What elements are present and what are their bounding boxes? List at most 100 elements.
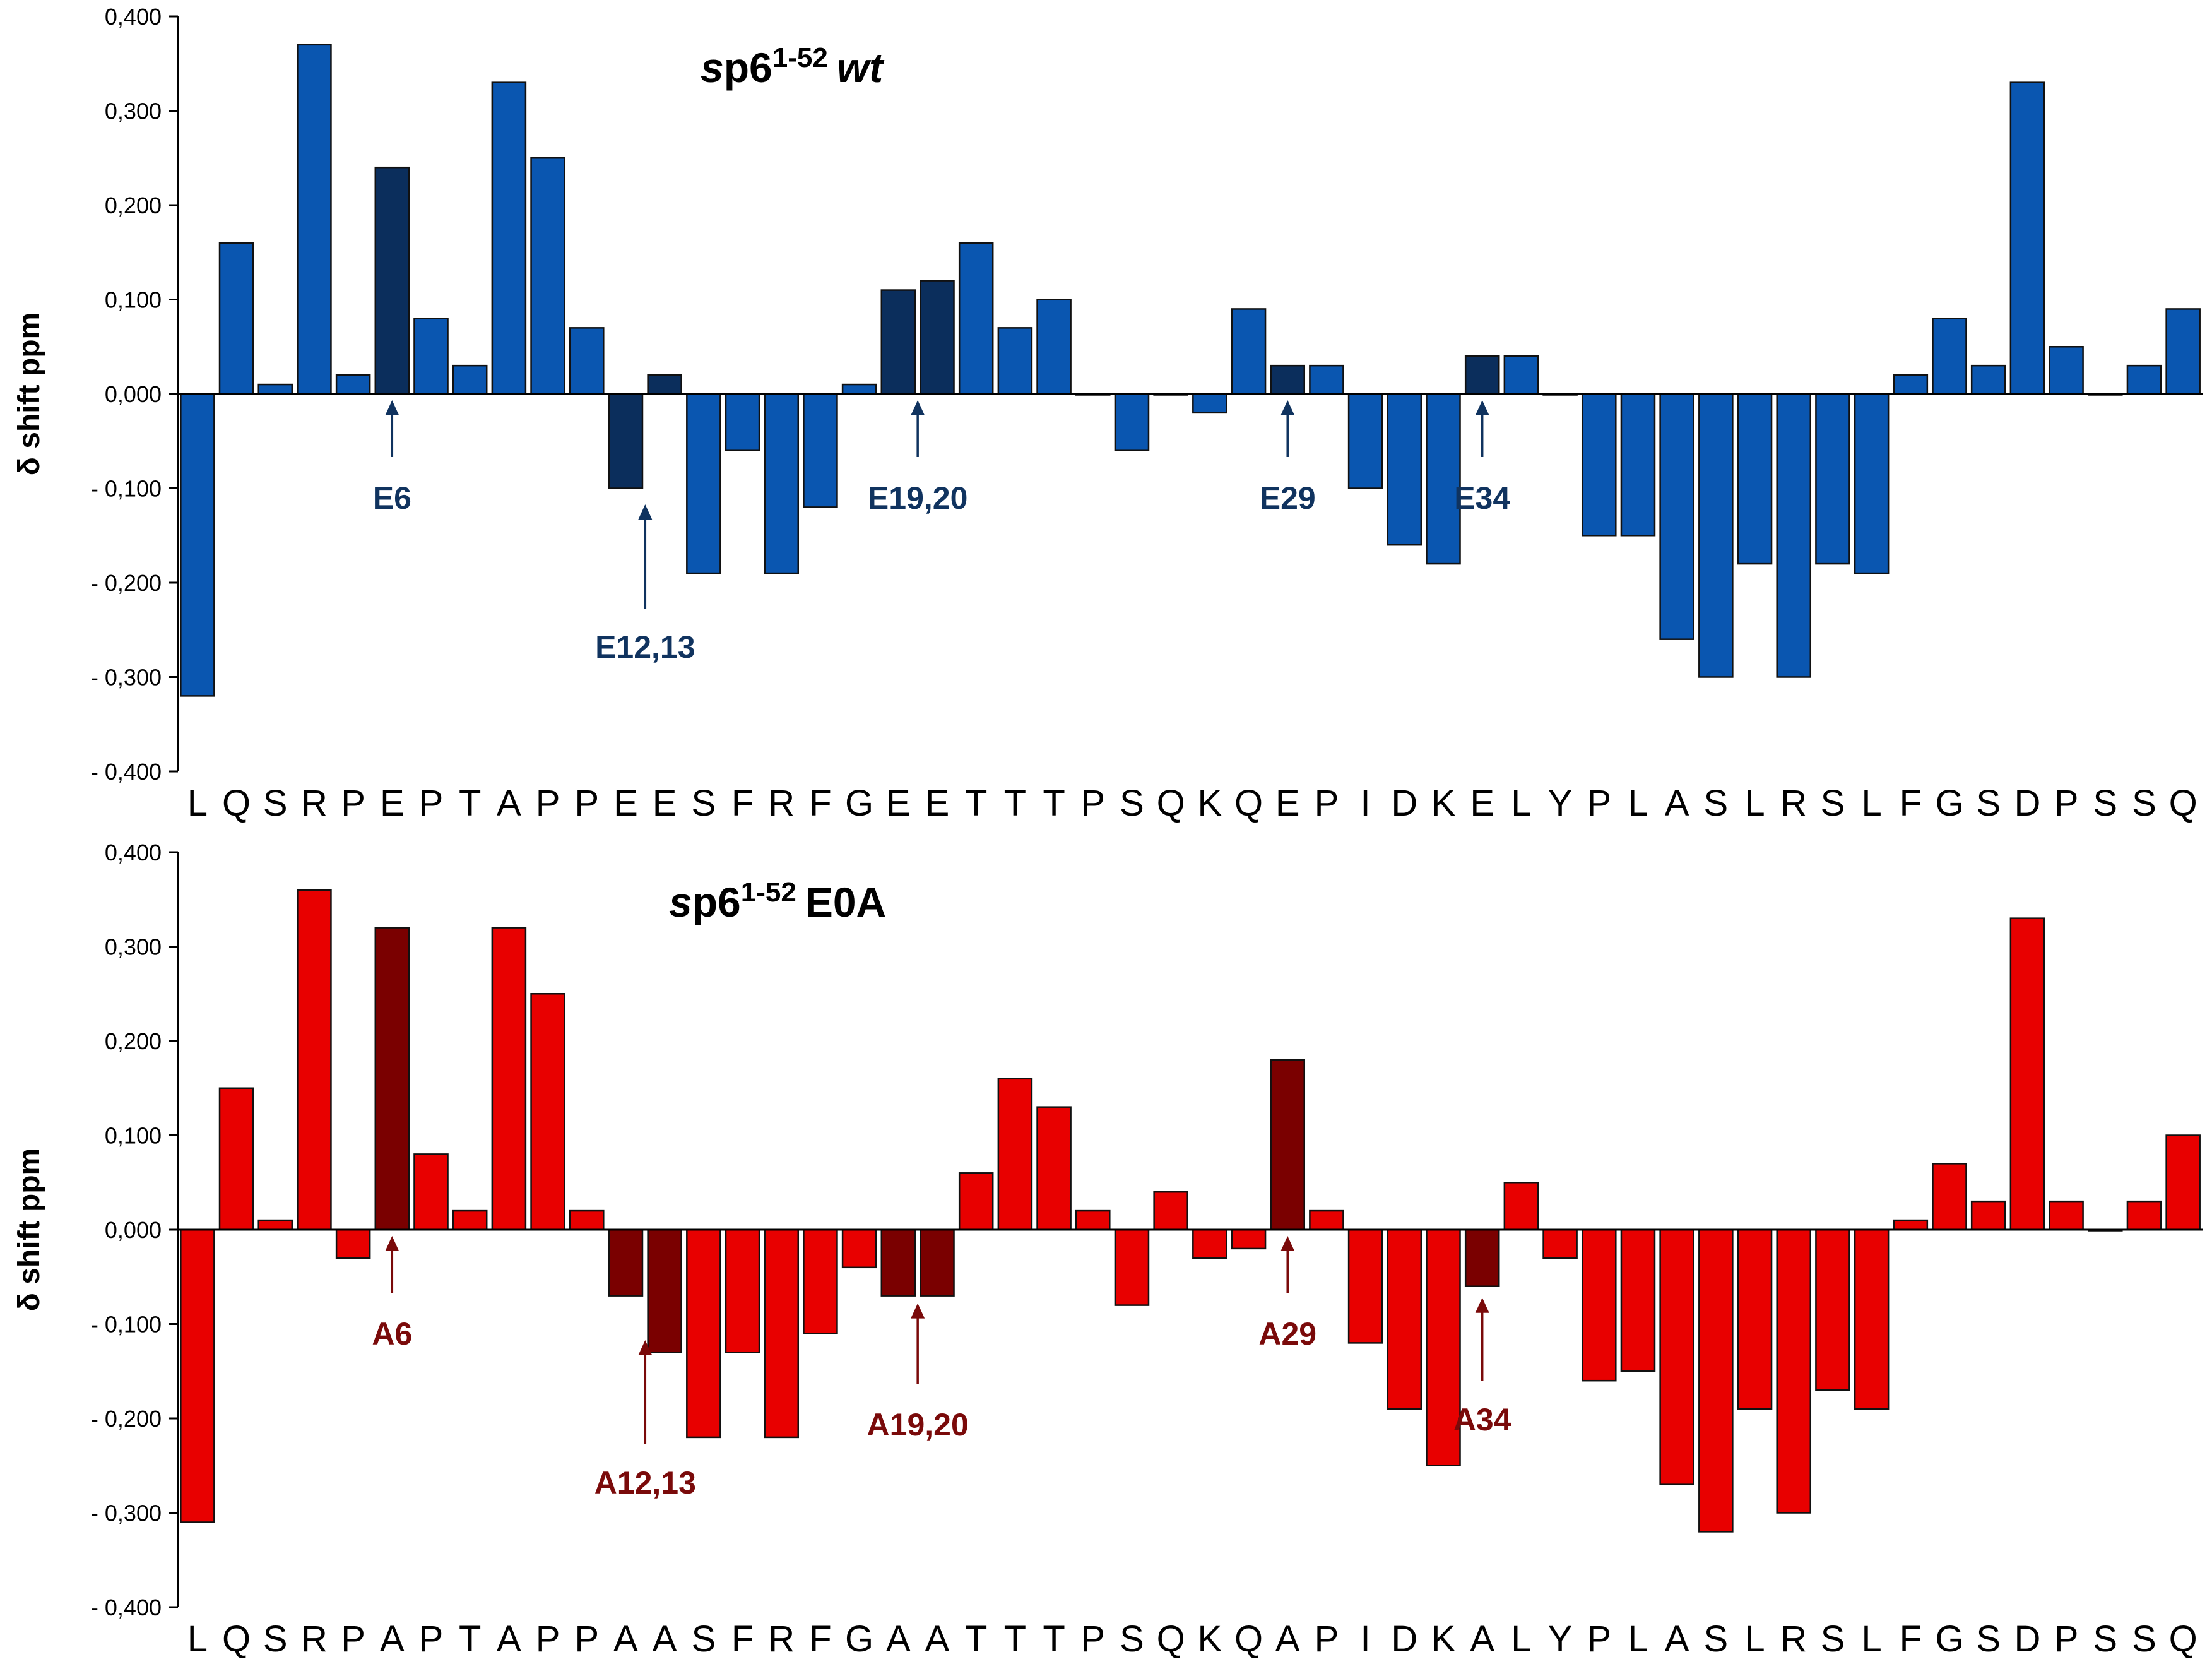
bar [1075,1209,1111,1231]
bar [997,1078,1033,1231]
residue-label: S [2093,1619,2117,1660]
bar [1192,1228,1227,1259]
annotation-arrowhead [1475,1297,1489,1313]
residue-label: P [1587,783,1611,824]
residue-label: R [1780,783,1807,824]
bar [647,374,682,395]
residue-label: E [1470,783,1494,824]
residue-label: A [1665,1619,1689,1660]
residue-label: K [1431,1619,1456,1660]
residue-label: P [1315,783,1339,824]
bar [686,393,721,574]
residue-label: S [692,783,716,824]
residue-label: P [341,1619,365,1660]
bar [1776,393,1812,678]
chart-title: sp61-52 wt [701,42,885,91]
bar [2165,308,2201,395]
residue-label: S [263,1619,288,1660]
residue-label: E [380,783,405,824]
bar [530,993,565,1231]
bar [491,927,527,1231]
residue-label: P [341,783,365,824]
y-tick-label: 0,300 [105,98,162,124]
bar [1620,1228,1656,1372]
bar [1114,393,1150,451]
bar [920,280,955,395]
bar [958,1172,994,1231]
residue-label: S [2132,783,2156,824]
residue-label: L [1744,1619,1765,1660]
residue-label: E [653,783,677,824]
residue-label: L [1511,1619,1531,1660]
residue-label: Q [2169,783,2197,824]
bar [1347,393,1383,489]
bar [1426,393,1461,565]
residue-label: P [536,783,560,824]
residue-label: L [1861,783,1881,824]
annotation-arrowhead [638,504,653,520]
annotation-arrowhead [911,1303,925,1319]
residue-label: T [1043,783,1065,824]
title-prefix: s [701,44,724,91]
bar [180,1228,215,1523]
y-tick-label: - 0,100 [91,476,162,502]
residue-label: Q [2169,1619,2197,1660]
y-tick-label: 0,100 [105,287,162,313]
residue-label: P [419,1619,444,1660]
residue-label: S [263,783,288,824]
bar [1698,1228,1734,1533]
bar [1776,1228,1812,1514]
bar [2165,1134,2201,1231]
residue-label: I [1361,1619,1371,1660]
y-tick-label: - 0,300 [91,1501,162,1526]
residue-label: L [1511,783,1531,824]
residue-label: R [301,783,328,824]
residue-label: F [731,783,754,824]
residue-label: G [845,1619,873,1660]
bar [725,1228,760,1353]
chart-title: sp61-52 E0A [669,877,886,925]
bar [2049,1200,2084,1231]
annotation-label: E12,13 [595,629,695,665]
annotation-label: A29 [1258,1316,1316,1352]
bar [2009,917,2045,1231]
residue-label: E [613,783,638,824]
residue-label: D [1391,1619,1417,1660]
bar [413,318,449,395]
bar [1464,1228,1500,1287]
residue-label: T [1043,1619,1065,1660]
bar [297,889,332,1231]
residue-label: Y [1548,1619,1573,1660]
annotation-arrowhead [1280,400,1295,415]
panel-wt: sp61-52 wt δ shift ppm 0,400 0,300 0,200 0,100… [13,4,2203,824]
bar [374,166,410,395]
annotation-label: E34 [1454,480,1510,516]
residue-label: F [809,1619,831,1660]
residue-label: A [1470,1619,1494,1660]
y-tick-label: - 0,100 [91,1312,162,1338]
residue-label: E [1275,783,1300,824]
bar [1737,393,1773,565]
bar [2049,346,2084,395]
bar [803,393,838,508]
bar [452,1209,488,1231]
bar [1036,299,1072,395]
y-axis-label: δ shift ppm [13,1148,46,1311]
bar [1581,393,1617,537]
y-tick-label: - 0,200 [91,570,162,596]
title-suffix: E0A [805,879,886,925]
residue-label: P [1315,1619,1339,1660]
bar [647,1228,682,1353]
residue-label: A [1275,1619,1300,1660]
y-tick-label: 0,400 [105,4,162,30]
residue-label: L [1628,783,1648,824]
residue-label: S [1821,783,1845,824]
bar [1581,1228,1617,1382]
y-tick-label: 0,200 [105,193,162,218]
y-tick-label: 0,200 [105,1028,162,1054]
residue-label: A [497,1619,521,1660]
annotation-arrowhead [385,1236,399,1251]
bar [1932,318,1967,395]
residue-label: D [2014,1619,2040,1660]
bar [1815,393,1850,565]
